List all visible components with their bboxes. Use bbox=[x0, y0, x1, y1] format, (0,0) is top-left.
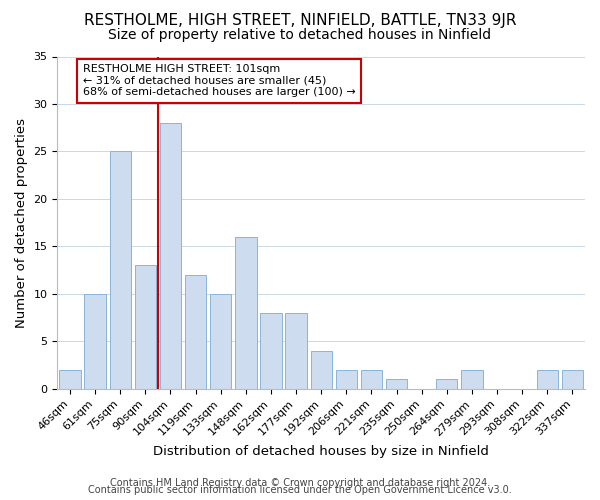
X-axis label: Distribution of detached houses by size in Ninfield: Distribution of detached houses by size … bbox=[153, 444, 489, 458]
Bar bbox=[260, 313, 281, 389]
Bar bbox=[59, 370, 80, 389]
Bar bbox=[311, 351, 332, 389]
Bar bbox=[335, 370, 357, 389]
Bar bbox=[536, 370, 558, 389]
Y-axis label: Number of detached properties: Number of detached properties bbox=[15, 118, 28, 328]
Bar bbox=[85, 294, 106, 389]
Text: RESTHOLME HIGH STREET: 101sqm
← 31% of detached houses are smaller (45)
68% of s: RESTHOLME HIGH STREET: 101sqm ← 31% of d… bbox=[83, 64, 355, 98]
Bar bbox=[134, 266, 156, 389]
Bar bbox=[235, 237, 257, 389]
Bar bbox=[461, 370, 482, 389]
Text: Contains public sector information licensed under the Open Government Licence v3: Contains public sector information licen… bbox=[88, 485, 512, 495]
Bar bbox=[361, 370, 382, 389]
Bar bbox=[386, 380, 407, 389]
Bar bbox=[160, 123, 181, 389]
Text: Contains HM Land Registry data © Crown copyright and database right 2024.: Contains HM Land Registry data © Crown c… bbox=[110, 478, 490, 488]
Bar bbox=[210, 294, 232, 389]
Bar bbox=[562, 370, 583, 389]
Bar bbox=[286, 313, 307, 389]
Bar bbox=[110, 152, 131, 389]
Text: RESTHOLME, HIGH STREET, NINFIELD, BATTLE, TN33 9JR: RESTHOLME, HIGH STREET, NINFIELD, BATTLE… bbox=[84, 12, 516, 28]
Bar bbox=[185, 275, 206, 389]
Text: Size of property relative to detached houses in Ninfield: Size of property relative to detached ho… bbox=[109, 28, 491, 42]
Bar bbox=[436, 380, 457, 389]
